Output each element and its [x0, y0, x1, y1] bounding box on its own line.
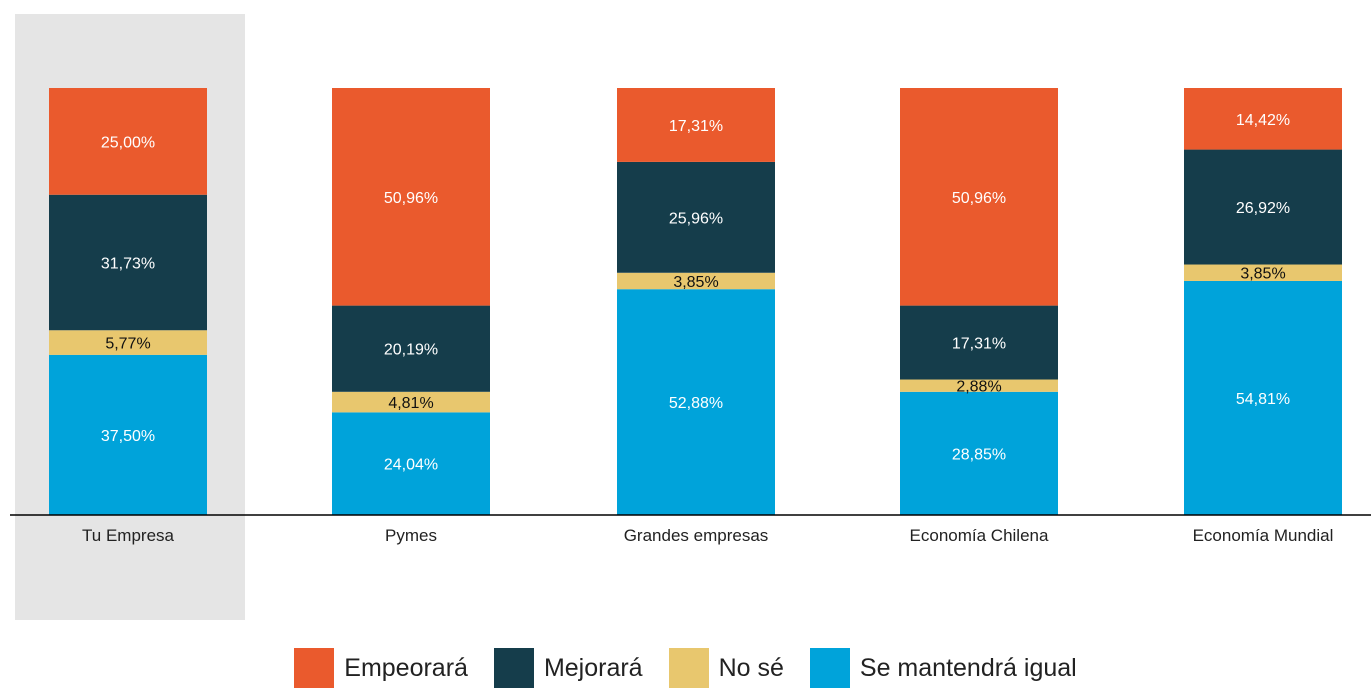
data-label-no-se-grandes-empresas: 3,85% — [673, 274, 718, 291]
data-label-mejorara-economia-mundial: 26,92% — [1236, 200, 1290, 217]
data-label-no-se-pymes: 4,81% — [388, 395, 433, 412]
bar-segment-empeorara-pymes — [332, 88, 490, 306]
legend-swatch-no-se — [668, 648, 709, 688]
bar-segment-empeorara-economia-chilena — [900, 88, 1058, 306]
data-label-mejorara-grandes-empresas: 25,96% — [669, 210, 723, 227]
bar-segment-mejorara-grandes-empresas — [617, 161, 775, 273]
legend-item-empeorara: Empeorará — [294, 648, 468, 688]
data-label-no-se-economia-mundial: 3,85% — [1240, 266, 1285, 283]
data-label-mejorara-tu-empresa: 31,73% — [101, 255, 155, 272]
bar-segment-mejorara-tu-empresa — [49, 194, 207, 331]
bar-segment-se-mantendra-igual-grandes-empresas — [617, 289, 775, 515]
x-tick-label-pymes: Pymes — [385, 526, 437, 545]
legend-label-se-mantendra-igual: Se mantendrá igual — [859, 653, 1077, 682]
bar-segment-mejorara-pymes — [332, 305, 490, 392]
bar-segment-empeorara-tu-empresa — [49, 88, 207, 195]
legend: Empeorará Mejorará No sé Se mantendrá ig… — [0, 646, 1371, 690]
bar-segment-no-se-grandes-empresas — [617, 272, 775, 290]
data-label-se-mantendra-igual-grandes-empresas: 52,88% — [669, 395, 723, 412]
data-label-mejorara-economia-chilena: 17,31% — [952, 336, 1006, 353]
legend-item-no-se: No sé — [668, 648, 784, 688]
data-label-se-mantendra-igual-economia-mundial: 54,81% — [1236, 391, 1290, 408]
legend-item-mejorara: Mejorará — [493, 648, 643, 688]
legend-item-se-mantendra-igual: Se mantendrá igual — [809, 648, 1077, 688]
bar-segment-empeorara-grandes-empresas — [617, 88, 775, 162]
x-tick-label-tu-empresa: Tu Empresa — [82, 526, 175, 545]
bar-segment-empeorara-economia-mundial — [1184, 88, 1342, 150]
legend-label-empeorara: Empeorará — [344, 653, 468, 682]
x-tick-label-economia-mundial: Economía Mundial — [1193, 526, 1334, 545]
bar-segment-se-mantendra-igual-economia-chilena — [900, 391, 1058, 515]
data-label-empeorara-grandes-empresas: 17,31% — [669, 118, 723, 135]
legend-label-mejorara: Mejorará — [543, 653, 643, 682]
bar-segment-no-se-pymes — [332, 391, 490, 413]
bar-segment-no-se-tu-empresa — [49, 330, 207, 355]
data-label-se-mantendra-igual-economia-chilena: 28,85% — [952, 446, 1006, 463]
data-label-no-se-tu-empresa: 5,77% — [105, 336, 150, 353]
data-label-empeorara-pymes: 50,96% — [384, 190, 438, 207]
data-label-mejorara-pymes: 20,19% — [384, 342, 438, 359]
x-tick-label-economia-chilena: Economía Chilena — [910, 526, 1049, 545]
bar-segment-se-mantendra-igual-pymes — [332, 412, 490, 515]
bar-segment-mejorara-economia-chilena — [900, 305, 1058, 380]
bar-segment-no-se-economia-mundial — [1184, 264, 1342, 281]
data-label-empeorara-economia-chilena: 50,96% — [952, 190, 1006, 207]
legend-swatch-mejorara — [493, 648, 534, 688]
x-tick-label-grandes-empresas: Grandes empresas — [624, 526, 769, 545]
bar-segment-se-mantendra-igual-tu-empresa — [49, 354, 207, 515]
legend-swatch-se-mantendra-igual — [809, 648, 850, 688]
data-label-se-mantendra-igual-tu-empresa: 37,50% — [101, 428, 155, 445]
legend-swatch-empeorara — [294, 648, 335, 688]
data-label-empeorara-tu-empresa: 25,00% — [101, 134, 155, 151]
bar-segment-no-se-economia-chilena — [900, 379, 1058, 392]
data-label-empeorara-economia-mundial: 14,42% — [1236, 112, 1290, 129]
bar-segment-mejorara-economia-mundial — [1184, 149, 1342, 265]
data-label-no-se-economia-chilena: 2,88% — [956, 379, 1001, 396]
data-label-se-mantendra-igual-pymes: 24,04% — [384, 457, 438, 474]
legend-label-no-se: No sé — [718, 653, 784, 682]
bar-segment-se-mantendra-igual-economia-mundial — [1184, 280, 1342, 515]
